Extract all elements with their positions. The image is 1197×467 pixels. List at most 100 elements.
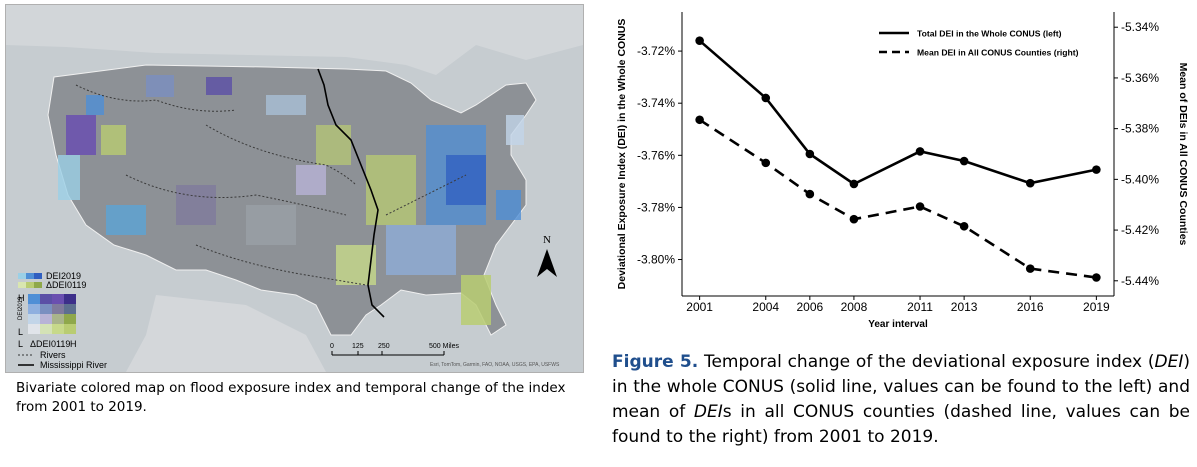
bivariate-cell xyxy=(28,294,40,304)
legend-swatch-dei xyxy=(18,273,26,279)
county-patch xyxy=(366,155,416,225)
bivariate-grid xyxy=(28,294,76,334)
bivariate-cell xyxy=(64,314,76,324)
right-y-tick-label: -5.34% xyxy=(1121,20,1159,34)
bivariate-cell xyxy=(40,294,52,304)
scale-tick-label: 0 xyxy=(330,343,334,350)
x-tick-label: 2013 xyxy=(951,300,978,314)
county-patch xyxy=(446,155,486,205)
bivariate-cell xyxy=(64,304,76,314)
right-y-tick-label: -5.40% xyxy=(1121,172,1159,186)
data-point-total-dei xyxy=(805,149,815,159)
data-point-total-dei xyxy=(959,156,969,166)
x-tick-label: 2016 xyxy=(1017,300,1044,314)
caption-text: ) in the whole CONUS (solid line, values… xyxy=(612,352,1190,422)
scale-bar: 0 125 250 500 Miles xyxy=(330,343,459,356)
legend-entry-label: Mean DEI in All CONUS Counties (right) xyxy=(917,48,1079,58)
legend-rivers-label: Rivers xyxy=(40,350,66,360)
county-patch xyxy=(461,275,491,325)
county-patch xyxy=(101,125,126,155)
x-tick-label: 2001 xyxy=(686,300,713,314)
county-patch xyxy=(58,155,80,200)
data-point-total-dei xyxy=(1092,165,1101,174)
data-point-mean-dei xyxy=(1092,273,1101,282)
right-y-axis: -5.34% -5.36% -5.38% -5.40% -5.42% -5.44% xyxy=(1114,20,1159,288)
county-patch xyxy=(86,95,104,115)
legend-axis-y-high: H xyxy=(18,293,25,303)
x-tick-label: 2019 xyxy=(1083,300,1110,314)
county-patch xyxy=(496,190,521,220)
rivers xyxy=(75,84,467,286)
data-point-total-dei xyxy=(1025,178,1035,188)
series-line-total-dei xyxy=(698,39,1097,186)
caption-text: s in all CONUS counties (dashed line, va… xyxy=(612,402,1190,447)
caption-dei-italic: DEI xyxy=(693,402,723,422)
mississippi-river-line xyxy=(317,68,385,318)
county-color-patches xyxy=(58,75,524,325)
legend-axis-y-title: DEI2019 xyxy=(18,296,24,320)
data-point-total-dei xyxy=(695,36,704,45)
county-patch xyxy=(266,95,306,115)
bivariate-cell xyxy=(52,314,64,324)
x-tick-label: 2008 xyxy=(841,300,868,314)
y-axis-title-right: Mean of DEIs in All CONUS Counties xyxy=(1177,63,1189,246)
county-patch xyxy=(386,225,456,275)
legend-swatch-delta xyxy=(26,282,34,288)
x-tick-label: 2011 xyxy=(907,300,933,314)
legend-axis-x-title: ΔDEI0119 xyxy=(30,339,70,349)
river-path xyxy=(75,84,237,112)
county-patch xyxy=(66,115,96,155)
dei-line-chart: -3.72% -3.74% -3.76% -3.78% -3.80% -5.34% -5.… xyxy=(612,0,1197,340)
data-point-total-dei xyxy=(761,93,771,103)
north-arrow-label: N xyxy=(543,234,551,246)
legend-axis-x-low: L xyxy=(18,339,23,349)
data-point-mean-dei xyxy=(1025,264,1035,273)
right-y-tick-label: -5.38% xyxy=(1121,122,1159,136)
county-patch xyxy=(296,165,326,195)
map-canada xyxy=(6,5,583,75)
bivariate-cell xyxy=(28,314,40,324)
caption-text: Temporal change of the deviational expos… xyxy=(698,352,1155,372)
bivariate-cell xyxy=(64,324,76,334)
left-y-axis: -3.72% -3.74% -3.76% -3.78% -3.80% xyxy=(637,44,682,267)
bivariate-cell xyxy=(40,304,52,314)
x-tick-label: 2004 xyxy=(752,300,779,314)
north-arrow-right-half xyxy=(547,249,557,277)
chart-series xyxy=(695,36,1101,282)
figure-label: Figure 5. xyxy=(612,352,699,372)
map-canvas: DEI2019 ΔDEI0119 xyxy=(6,5,583,372)
chart-frame xyxy=(681,12,1115,297)
data-point-total-dei xyxy=(915,147,925,156)
left-y-tick-label: -3.72% xyxy=(637,44,675,58)
legend-mississippi-label: Mississippi River xyxy=(40,360,107,370)
left-y-tick-label: -3.80% xyxy=(637,253,675,267)
bivariate-cell xyxy=(40,314,52,324)
county-patch xyxy=(176,185,216,225)
county-patch xyxy=(316,125,351,165)
scale-tick-label: 500 Miles xyxy=(429,343,459,350)
left-y-tick-label: -3.78% xyxy=(637,200,675,214)
map-mexico xyxy=(126,295,326,372)
legend-dei-label: DEI2019 xyxy=(46,271,81,281)
x-axis: 2001 2004 2006 2008 2011 2013 2016 2019 xyxy=(686,296,1110,314)
county-patch xyxy=(246,205,296,245)
scale-tick-label: 250 xyxy=(378,343,390,350)
flood-exposure-map: DEI2019 ΔDEI0119 xyxy=(5,4,584,373)
legend-axis-x-high: H xyxy=(70,339,77,349)
bivariate-cell xyxy=(40,324,52,334)
county-patch xyxy=(106,205,146,235)
legend-swatch-dei xyxy=(26,273,34,279)
data-point-mean-dei xyxy=(959,221,969,231)
data-point-mean-dei xyxy=(849,214,859,224)
left-y-tick-label: -3.76% xyxy=(637,148,675,162)
bivariate-cell xyxy=(52,324,64,334)
river-path xyxy=(195,244,367,286)
right-y-tick-label: -5.42% xyxy=(1121,223,1159,237)
bivariate-cell xyxy=(52,294,64,304)
series-line-mean-dei xyxy=(698,118,1097,279)
caption-dei-italic: DEI xyxy=(1154,352,1184,372)
river-path xyxy=(385,174,467,216)
legend-swatch-delta xyxy=(34,282,42,288)
bivariate-cell xyxy=(52,304,64,314)
left-y-tick-label: -3.74% xyxy=(637,96,675,110)
